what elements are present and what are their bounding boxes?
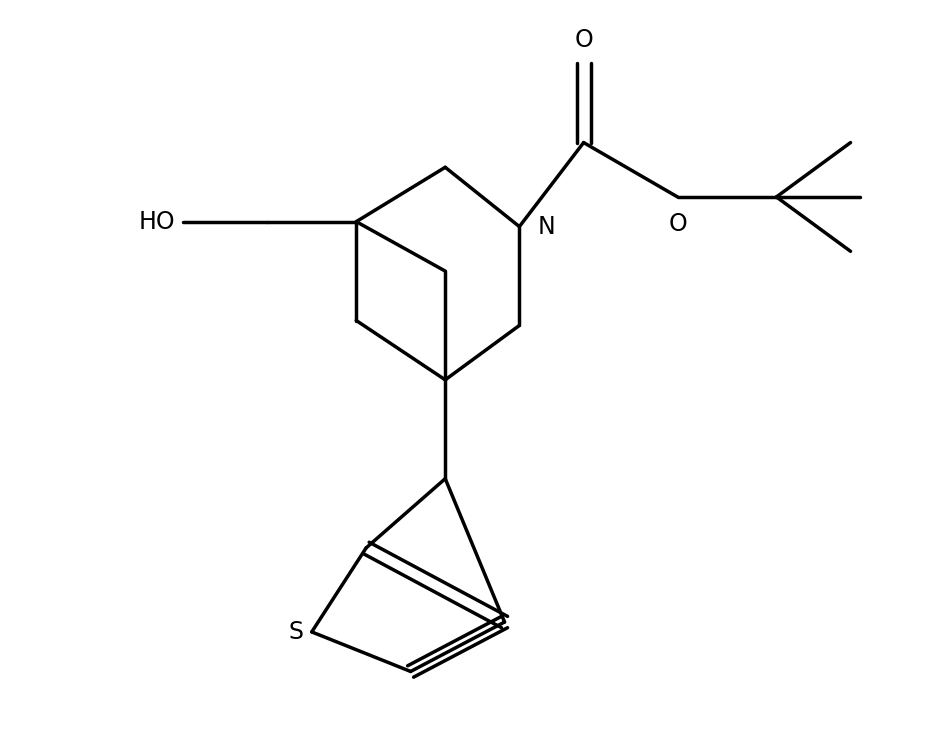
Text: HO: HO <box>139 210 176 234</box>
Text: N: N <box>538 215 555 239</box>
Text: O: O <box>574 28 593 52</box>
Text: S: S <box>289 620 304 644</box>
Text: O: O <box>668 212 687 236</box>
